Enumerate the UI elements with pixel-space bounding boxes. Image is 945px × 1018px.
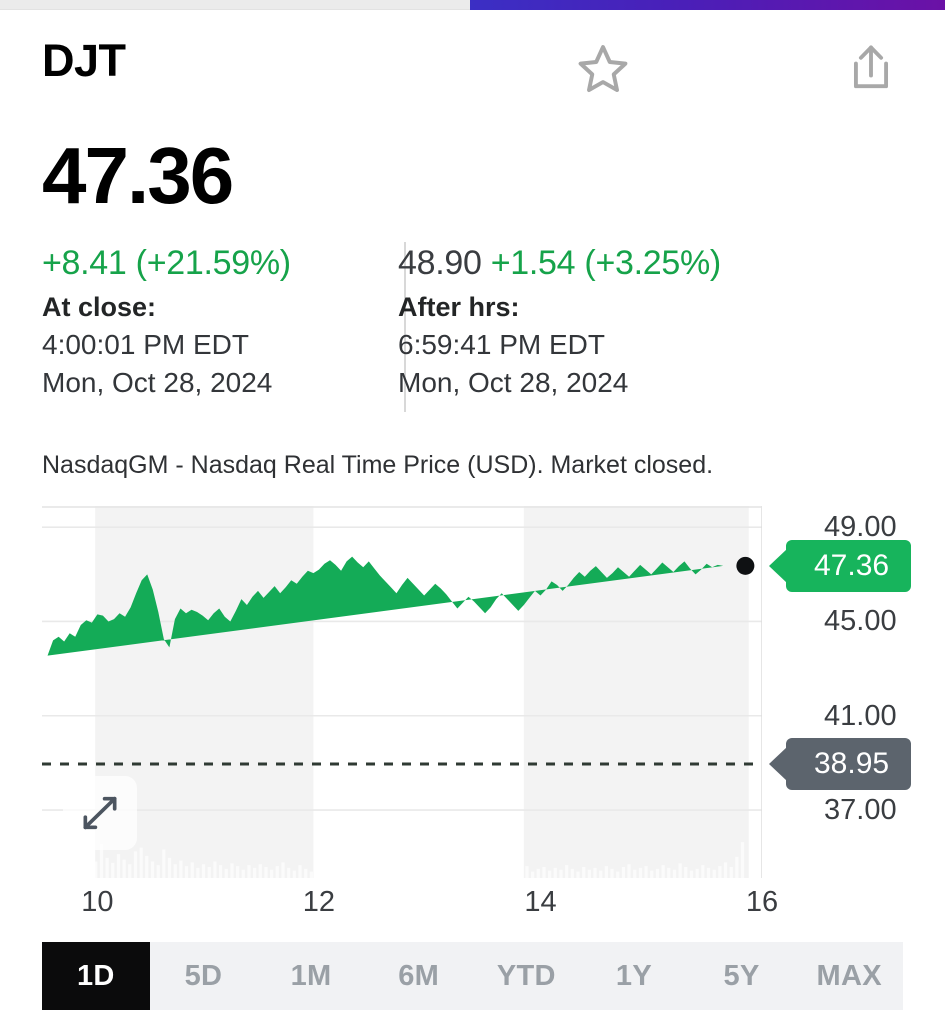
page-loading-bar (0, 0, 945, 10)
after-hours-date: Mon, Oct 28, 2024 (398, 367, 629, 398)
exchange-note: NasdaqGM - Nasdaq Real Time Price (USD).… (42, 451, 714, 479)
chart-svg (42, 506, 762, 878)
at-close-label: At close: (42, 292, 157, 322)
last-price-badge: 47.36 (786, 539, 912, 592)
expand-arrows-icon (78, 791, 122, 835)
at-close-column: +8.41 (+21.59%) At close: 4:00:01 PM EDT… (42, 240, 360, 402)
last-price-badge-label: 47.36 (814, 548, 890, 582)
current-price: 47.36 (42, 131, 234, 220)
x-axis-tick-label: 12 (302, 886, 336, 918)
y-axis: 49.00 45.00 41.00 37.00 47.36 38.95 (768, 506, 945, 878)
after-hours-change: +1.54 (+3.25%) (490, 244, 721, 282)
previous-close-badge-label: 38.95 (814, 747, 890, 781)
quote-summary: +8.41 (+21.59%) At close: 4:00:01 PM EDT… (42, 240, 842, 420)
range-tab-max[interactable]: MAX (816, 959, 882, 992)
star-outline-icon (575, 41, 631, 102)
share-upload-icon (845, 41, 897, 102)
after-hours-label: After hrs: (398, 292, 520, 322)
range-tab-1m[interactable]: 1M (290, 959, 332, 992)
y-axis-tick-label: 49.00 (824, 511, 897, 544)
x-axis: 10 12 14 16 (42, 884, 802, 924)
range-tab-6m[interactable]: 6M (398, 959, 440, 992)
x-axis-tick-label: 10 (81, 886, 114, 918)
at-close-time: 4:00:01 PM EDT (42, 329, 249, 360)
loading-bar-left-segment (0, 0, 470, 10)
range-tab-bar[interactable]: 1D 5D 1M 6M YTD 1Y 5Y MAX (42, 942, 903, 1010)
watchlist-star-button[interactable] (572, 40, 634, 102)
after-hours-column: 48.90 +1.54 (+3.25%) After hrs: 6:59:41 … (398, 240, 838, 402)
at-close-date: Mon, Oct 28, 2024 (42, 367, 273, 398)
range-tab-1y[interactable]: 1Y (615, 959, 652, 992)
price-chart[interactable]: 49.00 45.00 41.00 37.00 47.36 38.95 (42, 506, 912, 878)
previous-close-badge: 38.95 (786, 738, 912, 791)
y-axis-tick-label: 37.00 (824, 794, 897, 826)
range-tab-1d[interactable]: 1D (42, 942, 150, 1010)
expand-chart-button[interactable] (63, 776, 137, 850)
x-axis-tick-label: 16 (745, 886, 779, 918)
chart-plot-area[interactable] (42, 506, 762, 878)
column-divider (404, 242, 406, 412)
range-tab-ytd[interactable]: YTD (496, 959, 556, 992)
after-hours-time: 6:59:41 PM EDT (398, 329, 605, 360)
page-title: DJT (42, 35, 126, 86)
range-tab-5d[interactable]: 5D (184, 959, 223, 992)
y-axis-tick-label: 41.00 (824, 699, 897, 732)
share-button[interactable] (840, 40, 902, 102)
x-axis-tick-label: 14 (524, 886, 557, 918)
after-hours-price: 48.90 (398, 244, 482, 282)
range-tab-5y[interactable]: 5Y (723, 959, 760, 992)
loading-bar-progress (470, 0, 945, 10)
after-hours-change-row: 48.90 +1.54 (+3.25%) (398, 240, 838, 286)
quote-header: DJT (0, 32, 945, 116)
at-close-change-row: +8.41 (+21.59%) (42, 240, 360, 286)
y-axis-tick-label: 45.00 (824, 605, 897, 638)
at-close-change: +8.41 (+21.59%) (42, 244, 291, 282)
